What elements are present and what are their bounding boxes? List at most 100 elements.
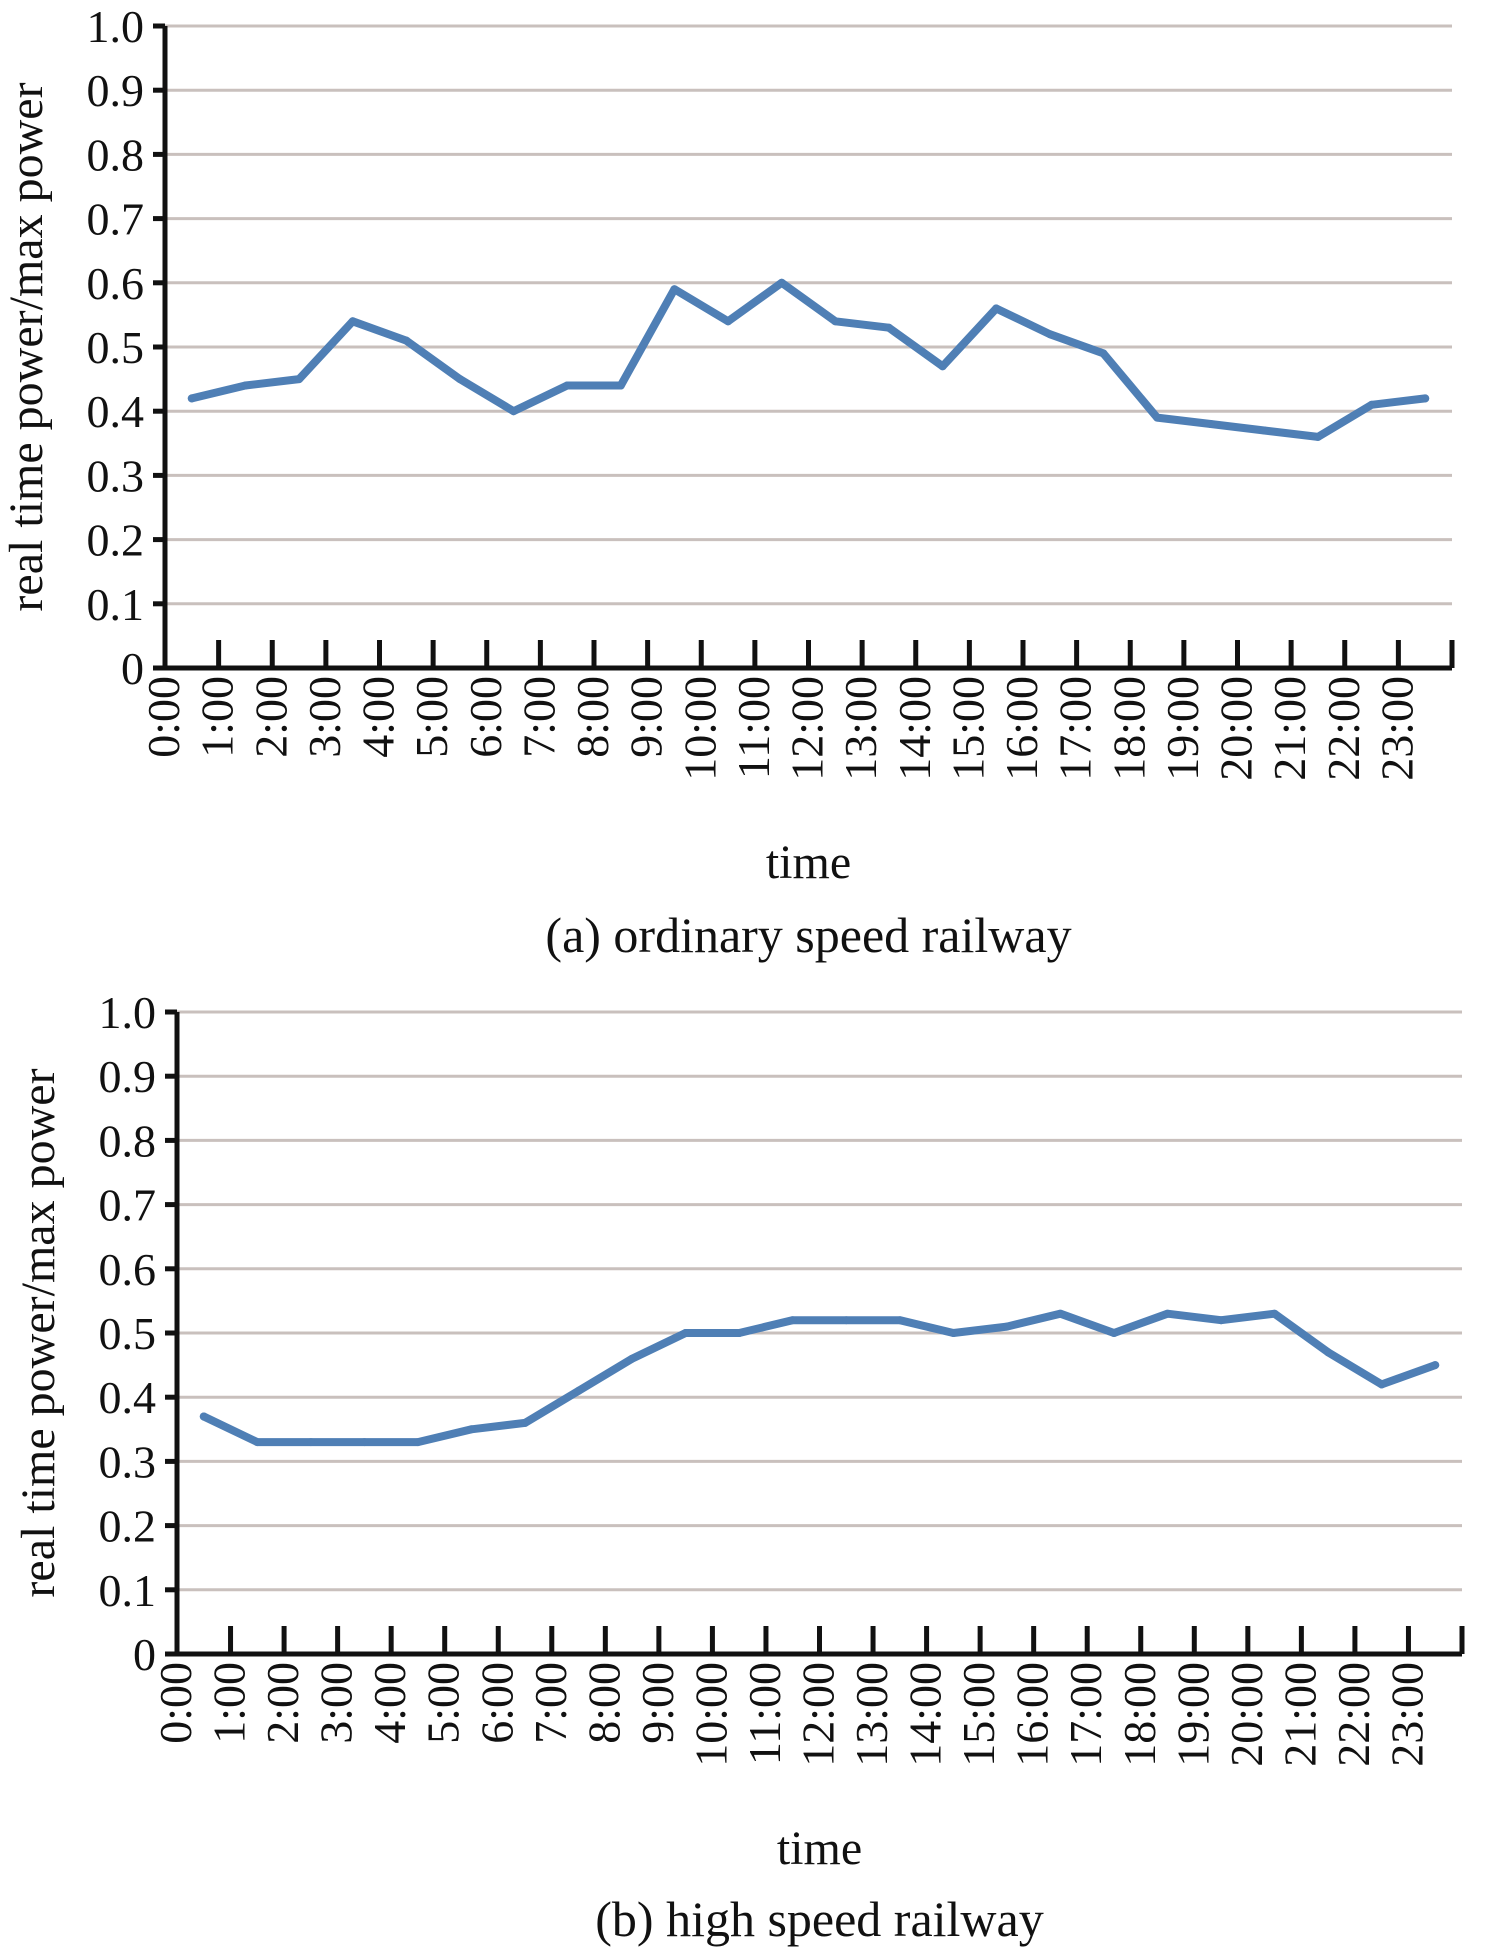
- data-point: [724, 317, 733, 326]
- data-point: [1099, 349, 1108, 358]
- y-tick-label: 0.3: [99, 1436, 157, 1487]
- data-point: [563, 381, 572, 390]
- x-tick-label: 12:00: [793, 1662, 844, 1767]
- x-tick-label: 11:00: [728, 676, 779, 779]
- x-tick-label: 22:00: [1318, 676, 1369, 781]
- x-axis-title: time: [777, 1822, 862, 1875]
- y-tick-label: 0.9: [99, 1051, 157, 1102]
- chart-panel-b: 00.10.20.30.40.50.60.70.80.91.00:00 1:00 2…: [12, 987, 1465, 1947]
- y-tick-label: 0.7: [99, 1180, 157, 1231]
- data-point: [1217, 1316, 1226, 1325]
- data-point: [521, 1418, 529, 1427]
- y-axis-title: real time power/max power: [0, 82, 53, 611]
- x-tick-label: 21:00: [1274, 1662, 1325, 1767]
- x-tick-label: 3:00: [311, 1662, 362, 1744]
- x-tick-label: 10:00: [674, 676, 725, 781]
- y-tick-label: 0.1: [87, 579, 145, 630]
- x-tick-label: 12:00: [782, 676, 833, 781]
- data-point: [455, 375, 464, 384]
- series-line: [199, 1309, 1440, 1447]
- y-tick-label: 0.5: [99, 1308, 157, 1359]
- x-tick-label: 2:00: [257, 1662, 308, 1744]
- data-point: [253, 1438, 262, 1447]
- x-axis-title: time: [766, 836, 851, 889]
- x-tick-label: 7:00: [513, 676, 564, 758]
- x-tick-label: 1:00: [192, 676, 243, 758]
- data-point: [1260, 426, 1269, 435]
- x-tick-label: 17:00: [1050, 676, 1101, 781]
- x-tick-label: 5:00: [418, 1662, 469, 1744]
- data-point: [1206, 420, 1215, 428]
- x-tick-label: 9:00: [632, 1662, 683, 1744]
- x-tick-label: 15:00: [953, 1662, 1004, 1767]
- data-point: [187, 394, 196, 403]
- data-point: [992, 304, 1001, 313]
- data-point: [1367, 400, 1376, 409]
- data-point: [938, 362, 947, 371]
- x-tick-label: 14:00: [900, 1662, 951, 1767]
- data-point: [402, 336, 411, 345]
- data-point: [306, 1438, 315, 1447]
- data-point: [884, 323, 893, 332]
- y-tick-label: 0.8: [87, 129, 145, 180]
- data-point: [1002, 1322, 1011, 1331]
- x-tick-label: 18:00: [1114, 1662, 1165, 1767]
- y-tick-label: 0.1: [99, 1565, 157, 1616]
- data-point: [509, 407, 518, 416]
- data-point: [1324, 1348, 1333, 1357]
- x-tick-label: 19:00: [1167, 1662, 1218, 1767]
- data-point: [1431, 1361, 1440, 1370]
- x-tick-label: 6:00: [460, 676, 511, 758]
- data-point: [360, 1438, 369, 1447]
- y-tick-label: 0.3: [87, 450, 145, 501]
- chart-panel-a: 00.10.20.30.40.50.60.70.80.91.00:00 1:00 2…: [0, 1, 1455, 963]
- x-tick-label: 13:00: [835, 676, 886, 781]
- x-tick-label: 6:00: [471, 1662, 522, 1744]
- y-tick-label: 0.2: [99, 1501, 157, 1552]
- data-point: [788, 1316, 797, 1325]
- data-point: [413, 1438, 422, 1447]
- data-point: [467, 1425, 476, 1434]
- x-tick-label: 4:00: [364, 1662, 415, 1744]
- x-tick-label: 17:00: [1060, 1662, 1111, 1767]
- x-tick-label: 14:00: [889, 676, 940, 781]
- y-tick-label: 0.7: [87, 194, 145, 245]
- data-point: [670, 285, 679, 294]
- x-tick-label: 5:00: [406, 676, 457, 758]
- x-tick-label: 23:00: [1371, 676, 1422, 781]
- y-axis-title: real time power/max power: [12, 1068, 65, 1597]
- x-tick-label: 2:00: [245, 676, 296, 758]
- data-point: [1163, 1309, 1172, 1318]
- x-tick-label: 1:00: [204, 1662, 255, 1744]
- y-tick-label: 1.0: [99, 987, 157, 1038]
- data-point: [241, 381, 250, 390]
- x-tick-label: 18:00: [1103, 676, 1154, 781]
- data-point: [1377, 1380, 1386, 1389]
- x-tick-label: 22:00: [1328, 1662, 1379, 1767]
- data-point: [777, 278, 786, 287]
- x-tick-label: 19:00: [1157, 676, 1208, 781]
- data-point: [842, 1316, 851, 1325]
- y-tick-label: 0.8: [99, 1115, 157, 1166]
- x-tick-label: 23:00: [1381, 1662, 1432, 1767]
- chart-caption: (a) ordinary speed railway: [545, 907, 1071, 963]
- x-tick-label: 10:00: [685, 1662, 736, 1767]
- chart-caption: (b) high speed railway: [595, 1891, 1043, 1947]
- y-tick-label: 0.4: [99, 1372, 157, 1423]
- data-point: [1110, 1329, 1118, 1337]
- data-point: [895, 1316, 904, 1325]
- x-tick-label: 7:00: [525, 1662, 576, 1744]
- x-tick-label: 16:00: [996, 676, 1047, 781]
- x-tick-label: 0:00: [138, 676, 189, 758]
- x-tick-label: 20:00: [1221, 1662, 1272, 1767]
- data-point: [831, 317, 840, 326]
- y-tick-label: 0.2: [87, 515, 145, 566]
- data-point: [348, 317, 357, 326]
- y-tick-label: 0.4: [87, 386, 145, 437]
- y-tick-label: 1.0: [87, 1, 145, 52]
- x-tick-label: 16:00: [1007, 1662, 1058, 1767]
- y-tick-label: 0.9: [87, 65, 145, 116]
- data-point: [949, 1329, 958, 1337]
- y-tick-label: 0.5: [87, 322, 145, 373]
